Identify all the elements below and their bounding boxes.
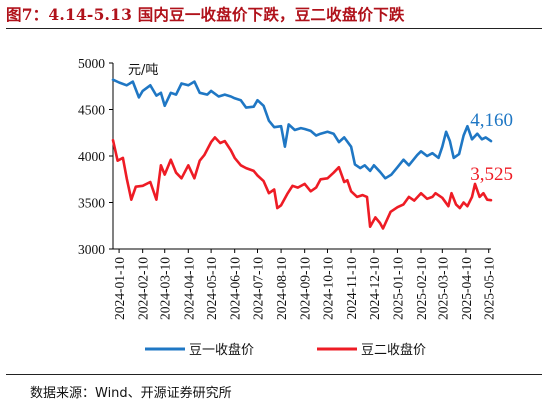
chart-series [111,78,493,230]
x-tick-label: 2024-06-10 [228,257,243,320]
chart-axes: 3000 3500 4000 4500 5000 元/吨 2024-01-10 2024-02… [78,56,497,320]
x-tick-label: 2024-08-10 [274,257,289,320]
y-tick-label: 4000 [78,149,105,164]
x-tick-label: 2024-03-10 [158,257,173,320]
x-tick-label: 2025-01-10 [390,257,405,320]
x-tick-label: 2025-02-10 [414,257,429,320]
x-tick-label: 2024-05-10 [204,257,219,320]
x-tick-label: 2024-01-10 [112,257,127,320]
end-value-label-2: 3,525 [470,164,513,185]
y-tick-label: 3500 [78,196,105,211]
figure-title: 图7：4.14-5.13 国内豆一收盘价下跌，豆二收盘价下跌 [6,5,405,24]
x-tick-label: 2024-07-10 [251,257,266,320]
chart-legend: 豆一收盘价 豆二收盘价 [145,342,426,358]
y-tick-label: 3000 [78,242,105,257]
source-rule [6,374,542,375]
end-value-label-1: 4,160 [470,110,513,131]
x-tick-label: 2024-02-10 [136,257,151,320]
series-line-2 [111,136,493,230]
x-tick-label: 2024-04-10 [181,257,196,320]
x-tick-label: 2025-03-10 [435,257,450,320]
y-tick-label: 4500 [78,103,105,118]
x-tick-label: 2024-11-10 [344,257,359,320]
x-tick-label: 2025-05-10 [482,257,497,320]
series-line-1 [111,78,493,180]
x-tick-label: 2025-04-10 [459,257,474,320]
x-tick-label: 2024-10-10 [320,257,335,320]
x-tick-label: 2024-12-10 [367,257,382,320]
title-rule [6,28,542,29]
unit-label: 元/吨 [128,63,158,78]
source-note: 数据来源：Wind、开源证券研究所 [30,386,232,401]
x-tick-label: 2024-09-10 [298,257,313,320]
y-tick-label: 5000 [78,56,105,71]
chart-labels: 4,160 3,525 [470,110,513,185]
legend-entry-1: 豆一收盘价 [189,342,254,358]
legend-entry-2: 豆二收盘价 [361,342,426,358]
